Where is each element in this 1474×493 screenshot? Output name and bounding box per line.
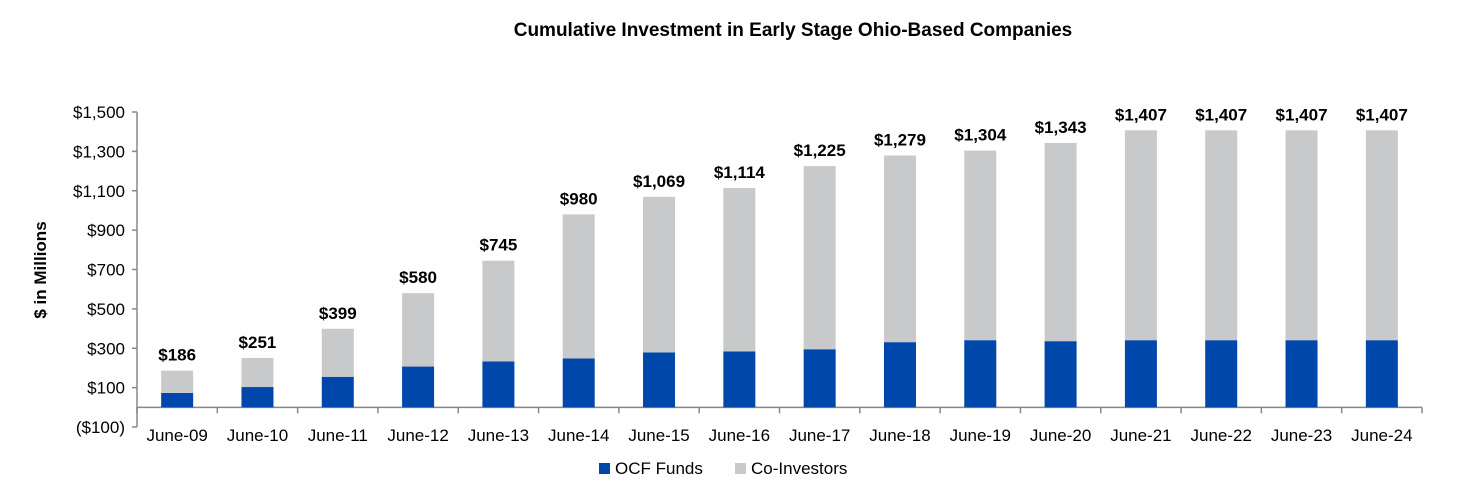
bar-co-investors-june-21 bbox=[1124, 130, 1157, 341]
bar-ocf-funds-june-18 bbox=[883, 342, 916, 408]
bar-co-investors-june-19 bbox=[964, 150, 997, 341]
data-label: $745 bbox=[479, 236, 517, 255]
legend-label: OCF Funds bbox=[615, 459, 703, 478]
y-tick-label: $1,300 bbox=[73, 142, 125, 161]
x-tick-label: June-20 bbox=[1030, 426, 1091, 445]
y-axis-label: $ in Millions bbox=[31, 221, 50, 318]
x-tick-label: June-09 bbox=[146, 426, 207, 445]
data-label: $980 bbox=[560, 189, 598, 208]
legend-swatch bbox=[599, 463, 610, 474]
data-label: $1,069 bbox=[633, 172, 685, 191]
data-label: $580 bbox=[399, 268, 437, 287]
data-label: $1,343 bbox=[1035, 118, 1087, 137]
y-tick-label: $1,100 bbox=[73, 182, 125, 201]
data-label: $1,304 bbox=[954, 126, 1007, 145]
bar-ocf-funds-june-21 bbox=[1124, 340, 1157, 408]
data-label: $1,114 bbox=[714, 163, 766, 182]
chart-title: Cumulative Investment in Early Stage Ohi… bbox=[514, 20, 1073, 41]
bar-ocf-funds-june-23 bbox=[1285, 340, 1318, 408]
x-tick-label: June-21 bbox=[1110, 426, 1171, 445]
x-tick-label: June-23 bbox=[1271, 426, 1332, 445]
legend-label: Co-Investors bbox=[751, 459, 847, 478]
data-label: $399 bbox=[319, 304, 357, 323]
bar-co-investors-june-22 bbox=[1205, 130, 1238, 341]
legend-swatch bbox=[735, 463, 746, 474]
bar-co-investors-june-24 bbox=[1365, 130, 1398, 341]
y-tick-label: $300 bbox=[87, 339, 125, 358]
data-label: $1,407 bbox=[1195, 105, 1247, 124]
bar-ocf-funds-june-13 bbox=[482, 361, 515, 408]
x-tick-label: June-11 bbox=[308, 426, 368, 445]
y-tick-label: $100 bbox=[87, 379, 125, 398]
y-tick-label: $500 bbox=[87, 300, 125, 319]
bar-ocf-funds-june-16 bbox=[723, 351, 756, 408]
data-label: $1,225 bbox=[794, 141, 846, 160]
bar-co-investors-june-13 bbox=[482, 260, 515, 362]
data-label: $1,407 bbox=[1356, 105, 1408, 124]
y-tick-label: $900 bbox=[87, 221, 125, 240]
bar-ocf-funds-june-17 bbox=[803, 349, 836, 408]
data-label: $1,279 bbox=[874, 131, 926, 150]
bar-ocf-funds-june-10 bbox=[241, 387, 274, 408]
bar-co-investors-june-14 bbox=[562, 214, 595, 359]
bar-co-investors-june-15 bbox=[643, 196, 676, 353]
bar-ocf-funds-june-20 bbox=[1044, 341, 1077, 408]
x-tick-label: June-16 bbox=[709, 426, 770, 445]
bar-co-investors-june-16 bbox=[723, 187, 756, 352]
bar-co-investors-june-20 bbox=[1044, 142, 1077, 342]
x-tick-label: June-10 bbox=[227, 426, 288, 445]
bar-ocf-funds-june-14 bbox=[562, 358, 595, 408]
bar-ocf-funds-june-09 bbox=[161, 392, 194, 408]
x-tick-label: June-13 bbox=[468, 426, 529, 445]
bar-co-investors-june-10 bbox=[241, 357, 274, 388]
x-tick-label: June-22 bbox=[1191, 426, 1252, 445]
bar-ocf-funds-june-15 bbox=[643, 352, 676, 408]
bar-ocf-funds-june-22 bbox=[1205, 340, 1238, 408]
x-tick-label: June-19 bbox=[950, 426, 1011, 445]
data-label: $1,407 bbox=[1276, 105, 1328, 124]
y-tick-label: $1,500 bbox=[73, 103, 125, 122]
bar-ocf-funds-june-19 bbox=[964, 340, 997, 408]
bar-co-investors-june-18 bbox=[883, 155, 916, 343]
bar-ocf-funds-june-12 bbox=[402, 366, 435, 408]
x-tick-label: June-14 bbox=[548, 426, 609, 445]
x-tick-label: June-18 bbox=[869, 426, 930, 445]
data-label: $251 bbox=[239, 333, 277, 352]
bar-co-investors-june-17 bbox=[803, 166, 836, 350]
x-tick-label: June-12 bbox=[387, 426, 448, 445]
legend: OCF Funds Co-Investors bbox=[599, 459, 847, 478]
x-tick-label: June-15 bbox=[628, 426, 689, 445]
bar-co-investors-june-09 bbox=[161, 370, 194, 393]
bar-co-investors-june-23 bbox=[1285, 130, 1318, 341]
x-tick-label: June-24 bbox=[1351, 426, 1412, 445]
bar-ocf-funds-june-11 bbox=[321, 376, 354, 408]
y-tick-label: $700 bbox=[87, 261, 125, 280]
data-label: $1,407 bbox=[1115, 105, 1167, 124]
x-tick-label: June-17 bbox=[789, 426, 850, 445]
data-label: $186 bbox=[158, 346, 196, 365]
bar-co-investors-june-11 bbox=[321, 328, 354, 377]
bar-ocf-funds-june-24 bbox=[1365, 340, 1398, 408]
y-tick-label: ($100) bbox=[76, 418, 125, 437]
bar-co-investors-june-12 bbox=[402, 293, 435, 367]
